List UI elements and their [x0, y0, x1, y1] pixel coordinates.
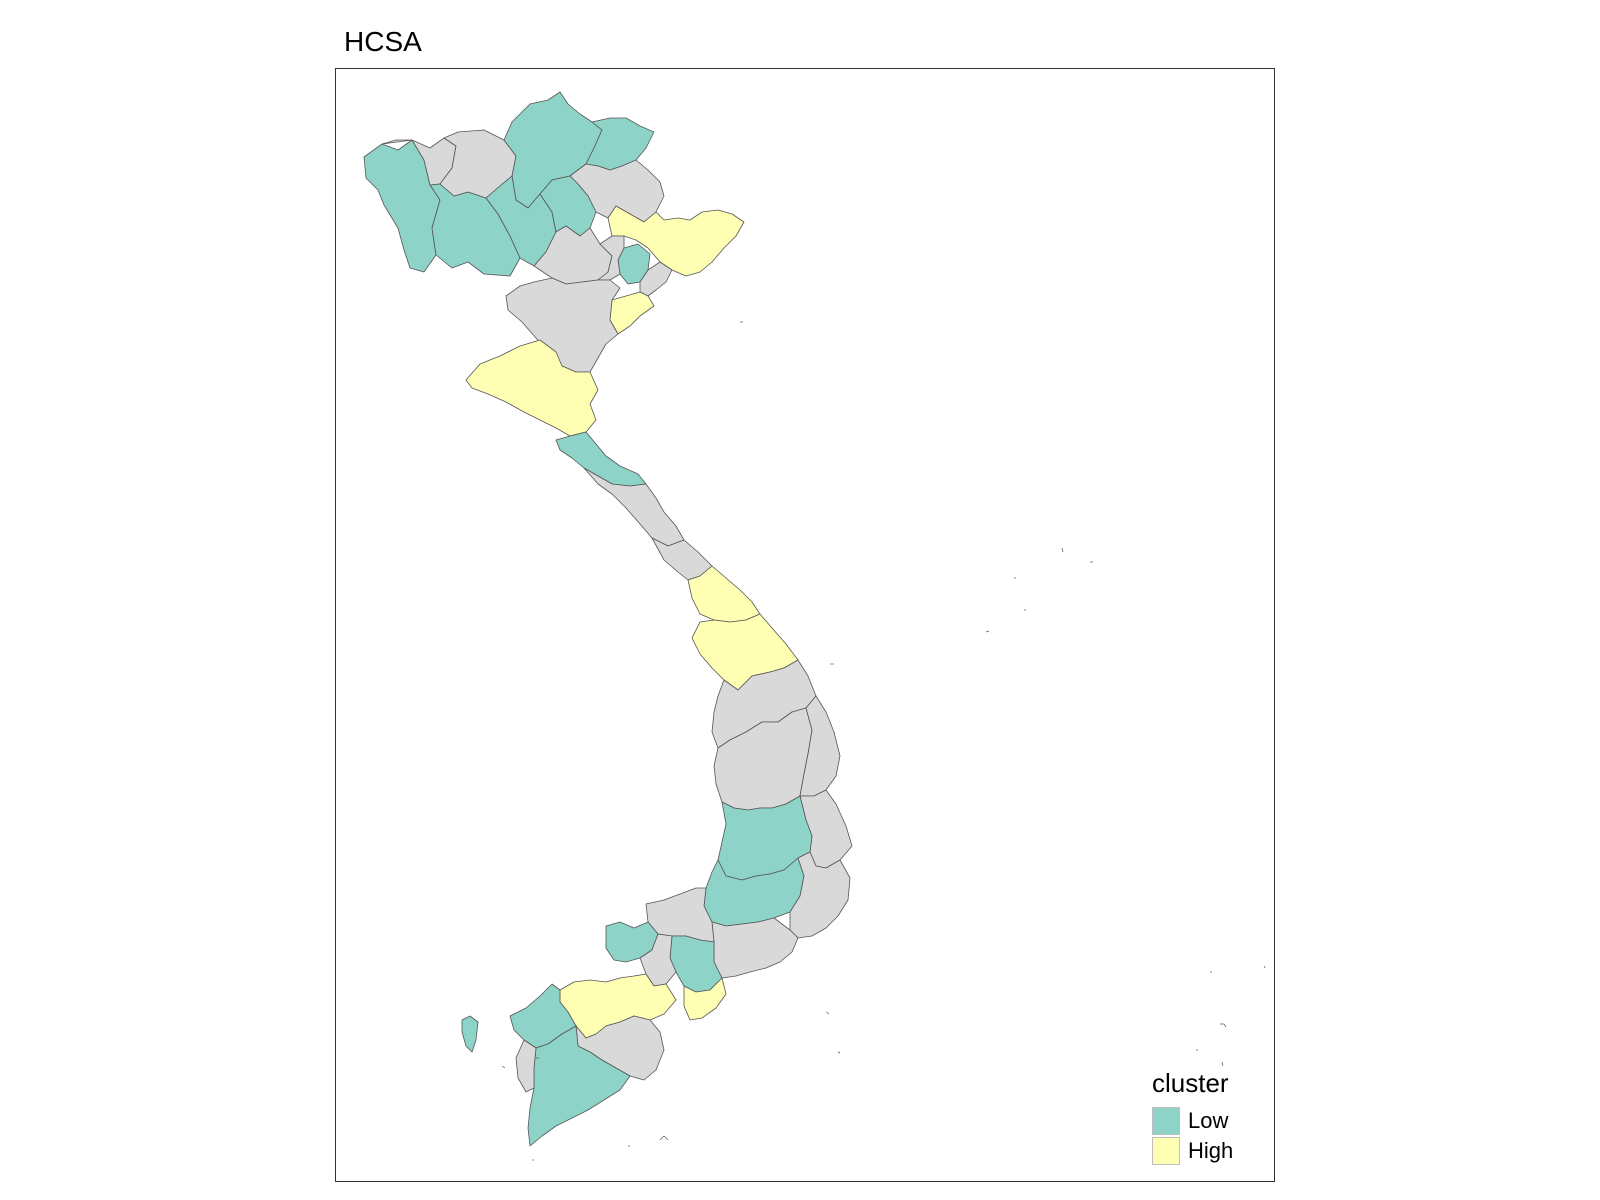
island-dot-13	[825, 1011, 830, 1015]
map-title: HCSA	[344, 26, 422, 57]
island-dot-15	[501, 1065, 506, 1069]
island-phu-quoc[interactable]	[461, 1015, 479, 1053]
legend-swatch-low	[1152, 1107, 1180, 1135]
province-coast-c[interactable]	[789, 851, 851, 939]
province-mekong-low-2[interactable]	[527, 1025, 631, 1147]
legend-swatch-high	[1152, 1137, 1180, 1165]
province-northeast-high[interactable]	[607, 205, 745, 277]
map-frame	[335, 68, 1275, 1182]
island-dot-14	[837, 1051, 841, 1054]
island-dot-18	[659, 1135, 669, 1141]
legend-label-high: High	[1188, 1138, 1234, 1163]
island-dot-7	[985, 630, 990, 633]
legend-title: cluster	[1152, 1068, 1229, 1098]
province-red-river-a[interactable]	[597, 235, 625, 281]
legend-item-high: High	[1152, 1136, 1272, 1166]
province-south-low[interactable]	[669, 935, 723, 993]
province-central-a[interactable]	[583, 467, 685, 547]
island-dot-12	[1221, 1061, 1224, 1067]
province-red-river-high[interactable]	[609, 291, 655, 335]
island-dot-10	[1220, 1023, 1227, 1028]
legend-label-low: Low	[1188, 1108, 1229, 1133]
island-dot-9	[1263, 965, 1266, 969]
province-north-central-high[interactable]	[465, 339, 599, 437]
province-mekong-b[interactable]	[515, 1039, 537, 1093]
legend: cluster Low High	[1152, 1070, 1272, 1166]
island-dot-3	[1061, 547, 1064, 553]
province-coast-d[interactable]	[711, 917, 799, 979]
legend-item-low: Low	[1152, 1106, 1272, 1136]
province-south-high[interactable]	[683, 977, 727, 1021]
province-north-b[interactable]	[585, 117, 655, 171]
